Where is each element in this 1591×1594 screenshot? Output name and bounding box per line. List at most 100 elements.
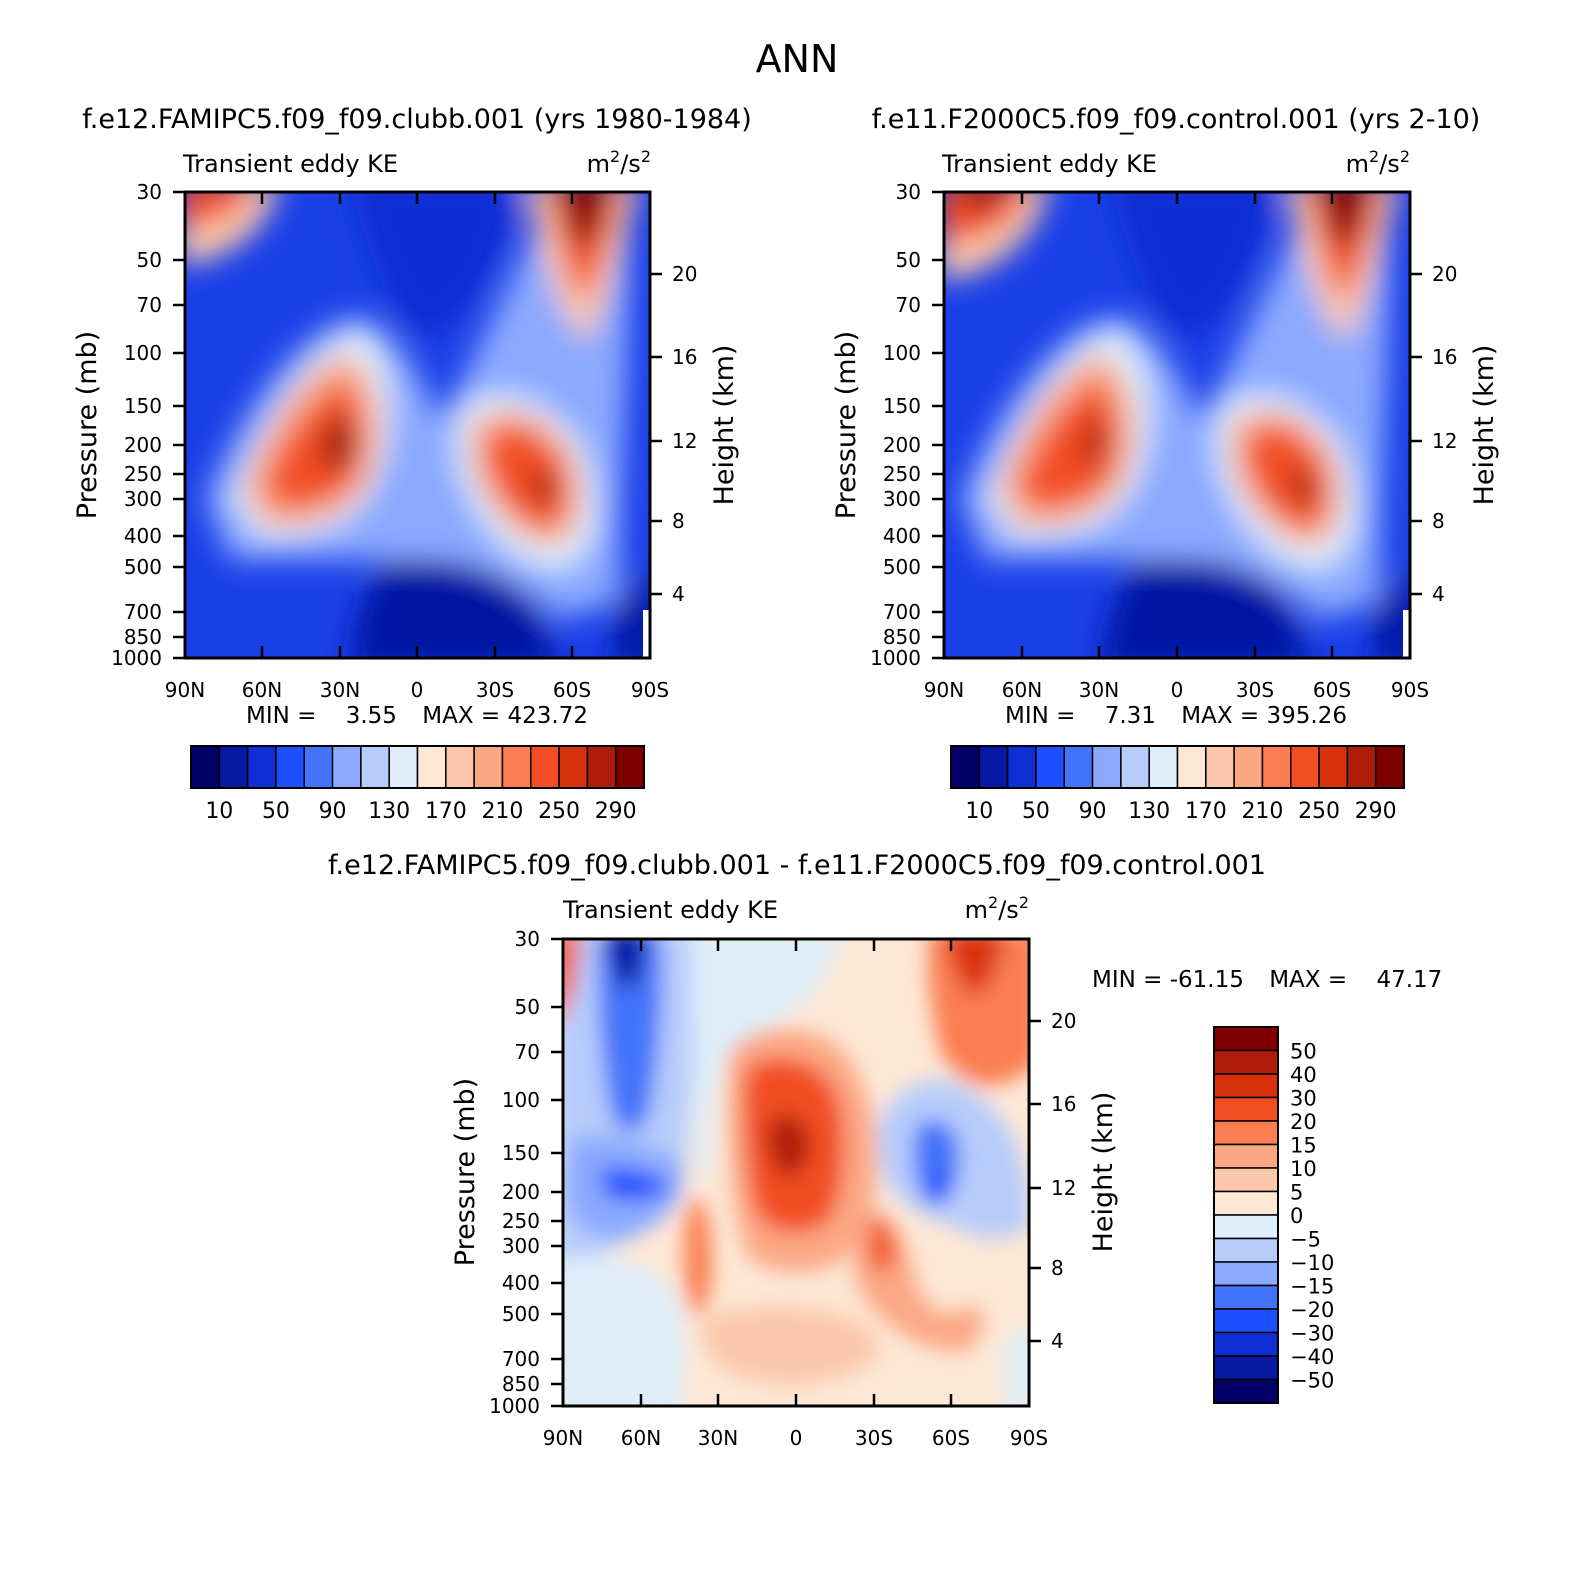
cb2-swatch-6 <box>1120 745 1150 789</box>
cb3-label-3: 20 <box>1290 1110 1317 1134</box>
cb1-label-3: 130 <box>368 799 410 824</box>
p2-height-tick-2: 12 <box>1432 429 1457 453</box>
cb2-swatch-13 <box>1318 745 1349 789</box>
p1-height-tick-0: 20 <box>672 262 697 286</box>
cb2-swatch-14 <box>1346 745 1377 789</box>
p3-y-tick-1: 50 <box>515 995 540 1019</box>
cb1-swatch-7 <box>388 745 419 789</box>
cb3-label-14: −50 <box>1290 1369 1334 1393</box>
panel-1-colorbar: 10 50 90 130 170 210 250 290 <box>190 745 645 824</box>
page-title: ANN <box>756 37 839 81</box>
p1-height-tick-3: 8 <box>672 509 685 533</box>
p2-x-tick-4: 30S <box>1236 678 1274 702</box>
p3-y-tick-3: 100 <box>502 1088 540 1112</box>
cb2-label-5: 210 <box>1241 799 1283 824</box>
cb1-label-1: 50 <box>262 799 290 824</box>
cb1-outline <box>190 745 645 789</box>
p1-y-tick-3: 100 <box>124 341 162 365</box>
p2-x-tick-3: 0 <box>1171 678 1184 702</box>
p2-y-tick-6: 250 <box>883 462 921 486</box>
panel-2-contours <box>944 192 1410 658</box>
cb2-swatch-0 <box>950 745 981 789</box>
p3-y-tick-9: 500 <box>502 1302 540 1326</box>
cb3-swatch-15 <box>1213 1378 1279 1404</box>
cb1-swatch-11 <box>501 745 532 789</box>
p3-y-tick-10: 700 <box>502 1347 540 1371</box>
p1-x-tick-0: 90N <box>165 678 205 702</box>
p2-y-tick-2: 70 <box>896 293 921 317</box>
cb1-swatch-8 <box>416 745 447 789</box>
p2-upper-tropics <box>1112 192 1274 340</box>
p1-x-tick-2: 30N <box>320 678 360 702</box>
p2-nh-strat-mid <box>944 192 1027 243</box>
panel-1-ylabel: Pressure (mb) <box>72 331 103 519</box>
cb1-swatch-4 <box>303 745 334 789</box>
p2-x-tick-5: 60S <box>1313 678 1351 702</box>
p3-y-tick-12: 1000 <box>489 1394 540 1418</box>
cb3-label-5: 10 <box>1290 1157 1317 1181</box>
cb2-swatch-4 <box>1063 745 1094 789</box>
p3-x-tick-1: 60N <box>621 1426 661 1450</box>
cb3-label-6: 5 <box>1290 1181 1303 1205</box>
p2-sh-jet-core <box>1295 469 1315 503</box>
p2-y-tick-11: 850 <box>883 625 921 649</box>
cb1-swatch-1 <box>218 745 249 789</box>
p1-deep-tropics <box>351 531 557 658</box>
panel-3-ticks <box>551 937 1041 1408</box>
p1-sh-jet-core <box>535 469 555 503</box>
cb3-swatch-7 <box>1213 1190 1279 1216</box>
p3-y-tick-6: 250 <box>502 1209 540 1233</box>
cb2-label-3: 130 <box>1128 799 1170 824</box>
cb3-swatch-4 <box>1213 1120 1279 1146</box>
cb1-label-0: 10 <box>205 799 233 824</box>
panel-2-stats: MIN = 7.31 MAX = 395.26 <box>1005 703 1347 729</box>
panel-3-field <box>563 939 1029 1406</box>
p3-pos-strat-core <box>946 939 1004 995</box>
p3-x-tick-4: 30S <box>855 1426 893 1450</box>
cb1-swatch-13 <box>558 745 589 789</box>
p2-y-tick-10: 700 <box>883 600 921 624</box>
cb3-label-13: −40 <box>1290 1345 1334 1369</box>
p3-y-tick-4: 150 <box>502 1141 540 1165</box>
panel-1-ylabel-right: Height (km) <box>709 345 740 506</box>
p2-y-tick-0: 30 <box>896 180 921 204</box>
p3-pos-upper-core <box>768 1115 810 1177</box>
cb2-swatch-11 <box>1261 745 1292 789</box>
panel-1-title: f.e12.FAMIPC5.f09_f09.clubb.001 (yrs 198… <box>82 104 752 135</box>
p1-x-tick-3: 0 <box>411 678 424 702</box>
cb1-swatch-10 <box>473 745 504 789</box>
cb2-swatch-8 <box>1176 745 1207 789</box>
panel-3: f.e12.FAMIPC5.f09_f09.clubb.001 - f.e11.… <box>328 850 1442 1450</box>
p1-y-tick-12: 1000 <box>111 646 162 670</box>
cb2-swatch-1 <box>978 745 1009 789</box>
cb3-swatch-0 <box>1213 1026 1279 1052</box>
cb2-swatch-3 <box>1035 745 1065 789</box>
p1-y-tick-0: 30 <box>137 180 162 204</box>
cb2-label-1: 50 <box>1022 799 1050 824</box>
p2-sh-jet-mid <box>1245 426 1328 528</box>
p2-y-tick-7: 300 <box>883 487 921 511</box>
p3-y-tick-11: 850 <box>502 1372 540 1396</box>
panel-2-colorbar: 10 50 90 130 170 210 250 290 <box>950 745 1405 824</box>
p2-x-tick-1: 60N <box>1002 678 1042 702</box>
p1-nh-strat-core <box>185 192 250 228</box>
p2-x-tick-6: 90S <box>1391 678 1429 702</box>
p3-pos-strip <box>684 1199 712 1314</box>
p2-y-tick-8: 400 <box>883 524 921 548</box>
panel-2-ylabel-right: Height (km) <box>1469 345 1500 506</box>
p3-height-tick-1: 16 <box>1051 1092 1076 1116</box>
p2-x-tick-2: 30N <box>1079 678 1119 702</box>
p1-height-tick-2: 12 <box>672 429 697 453</box>
p2-x-tick-0: 90N <box>924 678 964 702</box>
p3-pos-lower <box>700 1306 880 1385</box>
cb3-swatch-8 <box>1213 1214 1279 1240</box>
cb1-swatch-9 <box>445 745 475 789</box>
p2-y-tick-4: 150 <box>883 394 921 418</box>
cb1-label-5: 210 <box>481 799 523 824</box>
panel-1-units: m2/s2 <box>587 147 651 178</box>
p3-pos-sh-core <box>870 1219 895 1272</box>
p3-sh-neg-core <box>930 1169 950 1201</box>
p3-pos-strat-outer <box>928 939 1029 1086</box>
p1-nh-jet-mid <box>265 380 362 507</box>
